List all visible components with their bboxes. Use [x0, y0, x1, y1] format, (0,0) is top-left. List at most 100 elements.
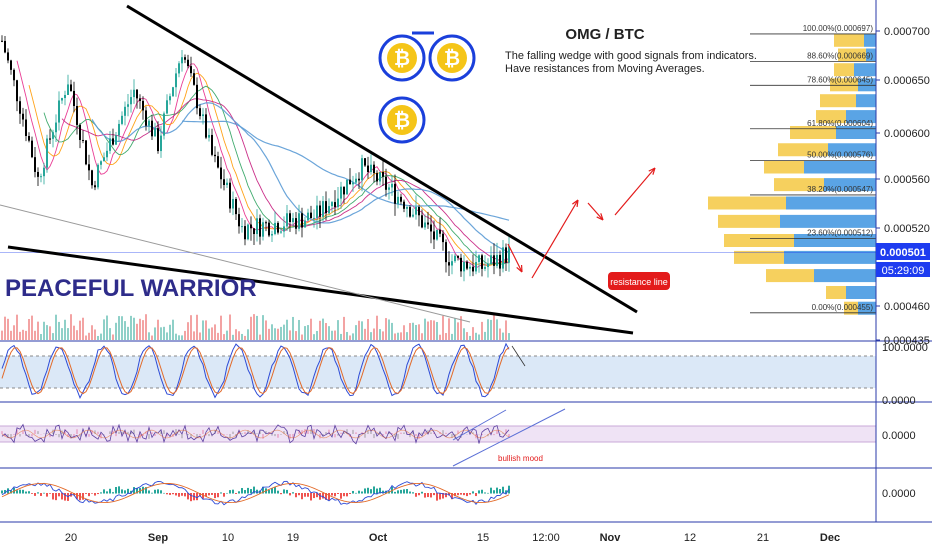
macd-hist	[241, 488, 243, 494]
candle-body	[88, 164, 90, 171]
candle-body	[436, 229, 438, 240]
macd-hist	[229, 490, 231, 494]
candle-body	[196, 84, 198, 109]
volume-bar	[385, 318, 387, 340]
macd-hist	[310, 493, 312, 501]
volume-bar	[364, 328, 366, 340]
macd-hist	[457, 493, 459, 496]
macd-hist	[127, 488, 129, 494]
volume-bar	[298, 319, 300, 340]
candle-body	[418, 207, 420, 216]
candle-body	[37, 171, 39, 177]
volume-bar	[190, 315, 192, 340]
candle-body	[373, 164, 375, 174]
candle-body	[307, 212, 309, 221]
profile-bar-down	[786, 196, 876, 210]
macd-hist	[331, 493, 333, 496]
volume-bar	[217, 332, 219, 340]
volume-bar	[175, 333, 177, 340]
macd-hist	[25, 491, 27, 494]
volume-bar	[283, 324, 285, 340]
macd-hist	[316, 493, 318, 498]
x-tick-label: 21	[757, 532, 769, 544]
macd-hist	[346, 493, 348, 497]
candle-body	[259, 218, 261, 237]
volume-bar	[124, 321, 126, 340]
volume-bar	[478, 334, 480, 340]
volume-bar	[13, 325, 15, 340]
profile-bar-up	[790, 126, 836, 139]
macd-hist	[424, 493, 426, 498]
profile-bar-up	[830, 78, 858, 92]
volume-bar	[295, 331, 297, 340]
volume-bar	[94, 329, 96, 340]
fib-label: 88.60%(0.000669)	[807, 51, 873, 60]
profile-bar-down	[866, 48, 876, 62]
volume-bar	[169, 324, 171, 340]
candle-body	[55, 122, 57, 133]
candle-body	[256, 218, 258, 235]
fib-label: 61.80%(0.000604)	[807, 119, 873, 128]
macd-hist	[289, 493, 291, 496]
macd-hist	[247, 487, 249, 494]
volume-bar	[43, 321, 45, 340]
macd-hist	[451, 493, 453, 500]
volume-bar	[451, 333, 453, 340]
macd-hist	[211, 493, 213, 495]
volume-bar	[16, 314, 18, 340]
volume-bar	[397, 332, 399, 340]
candle-body	[121, 115, 123, 124]
candle-body	[4, 40, 6, 53]
macd-hist	[169, 493, 171, 495]
volume-bar	[178, 335, 180, 340]
x-tick-label: 20	[65, 532, 77, 544]
candle-body	[415, 207, 417, 215]
macd-hist	[469, 493, 471, 495]
macd-hist	[382, 490, 384, 494]
y-axis-ticks: 0.000700 0.000650 0.000600 0.000560 0.000520…	[876, 26, 930, 500]
candle-body	[244, 226, 246, 240]
y-tick-label: 0.000600	[884, 128, 930, 140]
stoch-d-line	[1, 346, 510, 395]
volume-bar	[1, 330, 3, 340]
candle-body	[49, 138, 51, 140]
volume-bar	[388, 319, 390, 340]
candle-body	[487, 263, 489, 268]
macd-hist	[208, 493, 210, 496]
volume-bar	[61, 328, 63, 340]
macd-hist	[463, 493, 465, 496]
candle-body	[478, 255, 480, 263]
volume-bar	[184, 330, 186, 340]
volume-bar	[130, 315, 132, 340]
svg-text:₿: ₿	[394, 110, 410, 132]
macd-hist	[304, 493, 306, 497]
macd-hist	[334, 493, 336, 497]
candle-body	[331, 202, 333, 207]
candle-body	[136, 89, 138, 99]
macd-hist	[109, 488, 111, 494]
candle-body	[193, 73, 195, 85]
macd-hist	[373, 486, 375, 494]
volume-bar	[145, 314, 147, 340]
macd-hist	[436, 493, 438, 501]
macd-hist	[301, 493, 303, 500]
volume-bar	[244, 335, 246, 340]
candle-body	[379, 171, 381, 182]
bitcoin-icon: ₿	[428, 34, 476, 82]
macd-hist	[409, 491, 411, 494]
candle-body	[79, 124, 81, 140]
macd-hist	[181, 493, 183, 496]
macd-hist	[439, 493, 441, 500]
volume-bar	[91, 325, 93, 340]
macd-hist	[430, 493, 432, 498]
candles	[1, 35, 510, 282]
volume-bar	[454, 318, 456, 340]
volume-bar	[475, 332, 477, 340]
candle-body	[298, 213, 300, 229]
candle-body	[229, 182, 231, 209]
volume-bar	[202, 320, 204, 340]
volume-bar	[247, 329, 249, 340]
volume-bar	[52, 333, 54, 340]
x-tick-label: 12	[684, 532, 696, 544]
